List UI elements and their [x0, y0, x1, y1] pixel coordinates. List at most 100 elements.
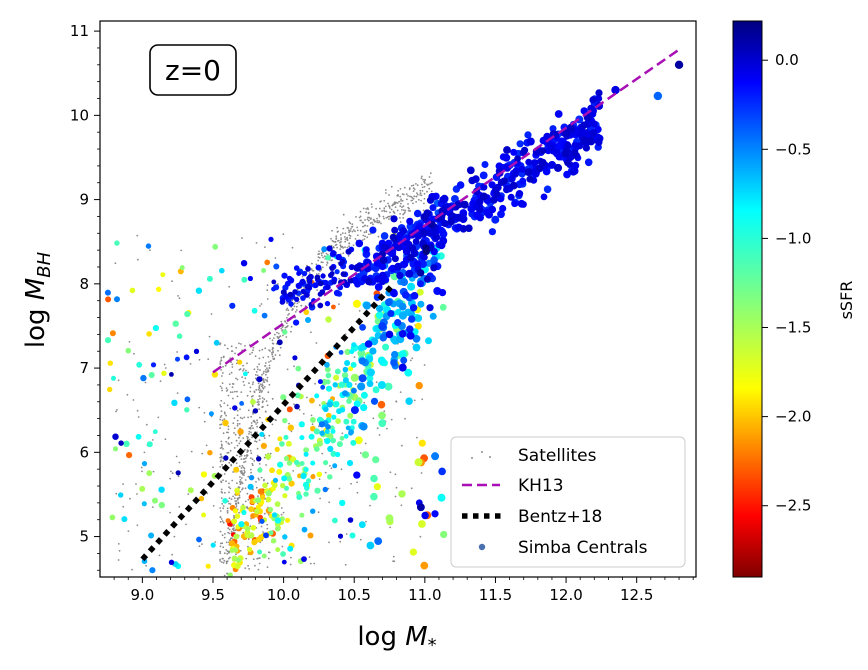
- central-point: [295, 392, 301, 398]
- central-point: [488, 228, 496, 236]
- central-point: [241, 277, 247, 283]
- satellite-point: [221, 561, 223, 563]
- satellite-point: [127, 530, 130, 532]
- satellite-point: [420, 194, 423, 197]
- satellite-point: [250, 415, 253, 418]
- central-point: [326, 245, 333, 252]
- central-point: [548, 161, 556, 169]
- satellite-point: [247, 498, 250, 501]
- central-point: [349, 349, 355, 355]
- satellite-point: [219, 456, 222, 459]
- satellite-point: [385, 189, 387, 191]
- satellite-point: [263, 386, 266, 388]
- central-point: [586, 137, 594, 145]
- satellite-point: [336, 226, 339, 229]
- central-point: [175, 470, 181, 476]
- satellite-point: [219, 460, 222, 463]
- satellite-point: [243, 384, 246, 386]
- central-point: [171, 399, 178, 406]
- central-point: [398, 302, 407, 311]
- satellite-point: [423, 192, 426, 195]
- satellite-point: [185, 523, 187, 526]
- central-point: [275, 526, 281, 532]
- satellite-point: [238, 480, 241, 483]
- satellite-point: [258, 408, 261, 410]
- satellite-point: [219, 621, 221, 623]
- central-point: [378, 322, 387, 330]
- satellite-point: [261, 397, 264, 399]
- satellite-point: [226, 404, 229, 407]
- satellite-point: [271, 353, 274, 356]
- satellite-point: [394, 495, 397, 498]
- central-point: [335, 418, 341, 424]
- satellite-point: [341, 232, 344, 235]
- satellite-point: [236, 409, 239, 412]
- central-point: [325, 424, 331, 430]
- central-point: [389, 233, 397, 241]
- satellite-point: [273, 357, 276, 360]
- central-point: [279, 441, 285, 447]
- satellite-point: [228, 528, 231, 531]
- satellite-point: [349, 230, 352, 232]
- satellite-point: [157, 416, 160, 419]
- central-point: [453, 201, 462, 209]
- central-point: [260, 442, 267, 449]
- central-point: [112, 433, 119, 440]
- satellite-point: [222, 608, 224, 610]
- central-point: [340, 271, 347, 277]
- central-point: [237, 359, 243, 365]
- central-point: [152, 429, 158, 435]
- satellite-point: [264, 365, 266, 367]
- satellite-point: [290, 556, 292, 559]
- satellite-point: [225, 414, 228, 417]
- satellite-point: [356, 234, 359, 237]
- central-point: [105, 296, 112, 303]
- satellite-point: [265, 371, 267, 373]
- satellite-point: [308, 297, 311, 299]
- satellite-point: [408, 188, 411, 191]
- satellite-point: [249, 353, 251, 355]
- satellite-point: [365, 231, 368, 234]
- satellite-point: [271, 355, 274, 358]
- satellite-point: [421, 190, 424, 192]
- central-point: [271, 512, 278, 518]
- satellite-point: [277, 283, 279, 285]
- satellite-point: [219, 552, 222, 555]
- satellite-point: [336, 231, 339, 233]
- satellite-point: [387, 202, 389, 205]
- satellite-point: [351, 230, 354, 233]
- legend-satellites-marker: [481, 451, 483, 453]
- satellite-point: [355, 216, 357, 218]
- central-point: [123, 440, 130, 447]
- central-point: [497, 210, 505, 219]
- central-point: [301, 556, 307, 562]
- central-point: [511, 170, 519, 178]
- satellite-point: [234, 529, 237, 532]
- central-point: [183, 354, 190, 361]
- satellite-point: [224, 412, 226, 415]
- satellite-point: [256, 374, 259, 377]
- satellite-point: [338, 487, 341, 490]
- central-point: [330, 428, 336, 434]
- satellite-point: [375, 381, 378, 383]
- central-point: [350, 418, 357, 425]
- central-point: [379, 278, 386, 286]
- central-point: [407, 282, 415, 291]
- central-point: [417, 503, 425, 512]
- satellite-point: [226, 550, 229, 553]
- satellite-point: [316, 289, 319, 291]
- central-point: [408, 244, 417, 252]
- satellite-point: [228, 502, 231, 505]
- central-point: [325, 316, 332, 323]
- satellite-point: [254, 374, 257, 376]
- satellite-point: [205, 444, 208, 447]
- central-point: [438, 467, 446, 476]
- central-point: [406, 217, 414, 225]
- satellite-point: [252, 381, 255, 384]
- satellite-point: [392, 210, 395, 213]
- central-point: [524, 131, 532, 139]
- satellite-point: [341, 432, 344, 435]
- satellite-point: [399, 217, 401, 219]
- satellite-point: [417, 198, 420, 201]
- central-point: [503, 186, 510, 194]
